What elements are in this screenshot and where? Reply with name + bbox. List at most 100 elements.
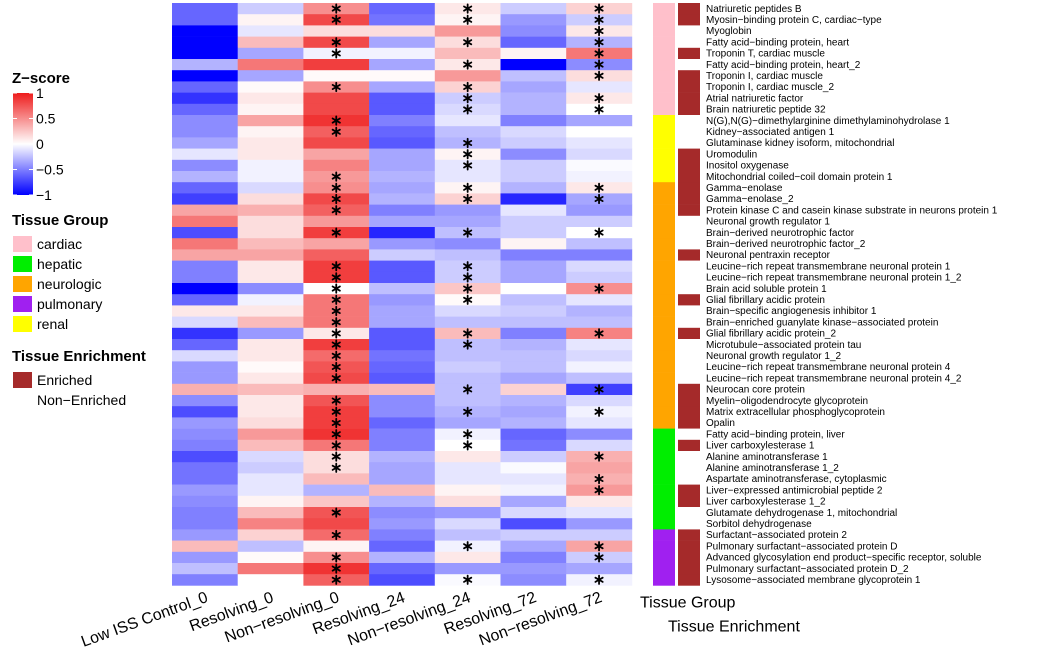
heatmap-cell [566, 215, 633, 228]
heatmap-cell [566, 350, 633, 362]
tissue-enrichment-cell [678, 294, 700, 306]
row-label: Pulmonary surfactant−associated protein … [706, 541, 898, 552]
heatmap-cell [237, 227, 304, 239]
tissue-enrichment-cell [678, 507, 700, 519]
heatmap-cell [172, 439, 238, 452]
heatmap-cell [500, 462, 567, 474]
annotation-column-label: Tissue Enrichment [668, 618, 800, 635]
heatmap-cell [172, 339, 238, 351]
row-label: Neurocan core protein [706, 385, 805, 396]
heatmap-cell [172, 159, 238, 172]
heatmap-cell [500, 204, 567, 217]
significance-asterisk-icon [331, 361, 341, 373]
row-label: Brain acid soluble protein 1 [706, 284, 827, 295]
heatmap-cell [172, 59, 238, 71]
heatmap-cell [237, 372, 304, 385]
heatmap-cell [500, 25, 567, 37]
row-label: Alanine aminotransferase 1 [706, 452, 828, 463]
tissue-enrichment-cell [678, 238, 700, 250]
heatmap-cell [172, 529, 238, 541]
heatmap-cell [237, 406, 304, 418]
heatmap-cell [303, 103, 370, 116]
significance-asterisk-icon [463, 384, 473, 395]
heatmap-cell [172, 227, 238, 239]
heatmap-cell [500, 316, 567, 329]
heatmap-cell [172, 103, 238, 116]
heatmap-cell [172, 182, 238, 194]
tissue-enrichment-cell [678, 193, 700, 205]
significance-asterisk-icon [331, 294, 341, 305]
tissue-group-cell [653, 25, 675, 37]
significance-asterisk-icon [331, 552, 341, 563]
heatmap-cell [500, 551, 567, 564]
significance-asterisk-icon [331, 171, 341, 182]
significance-asterisk-icon [331, 193, 341, 205]
row-label: Neuronal growth regulator 1 [706, 217, 830, 228]
heatmap-cell [172, 70, 238, 82]
heatmap-cell [237, 428, 304, 441]
heatmap-cell [172, 350, 238, 362]
heatmap-cell [172, 540, 238, 553]
heatmap-cell [434, 563, 501, 575]
legend-label-enrichment: Non−Enriched [37, 392, 127, 408]
heatmap-cell [303, 383, 370, 396]
significance-asterisk-icon [331, 507, 341, 518]
heatmap-cell [303, 25, 370, 37]
significance-asterisk-icon [331, 283, 341, 294]
heatmap-cell [237, 59, 304, 71]
heatmap-cell [172, 574, 238, 586]
significance-asterisk-icon [331, 339, 341, 350]
heatmap-cell [369, 294, 436, 306]
heatmap-cell [500, 372, 567, 385]
heatmap-cell [237, 495, 304, 508]
significance-asterisk-icon [331, 563, 341, 574]
tissue-enrichment-cell [678, 47, 700, 60]
heatmap-cell [500, 395, 567, 407]
heatmap-cell [434, 372, 501, 385]
heatmap-cell [500, 249, 567, 261]
tissue-enrichment-cell [678, 159, 700, 172]
significance-asterisk-icon [463, 160, 473, 171]
heatmap-cell [237, 395, 304, 407]
heatmap-cell [369, 484, 436, 497]
legend-label-neurologic: neurologic [37, 276, 102, 292]
tissue-enrichment-cell [678, 495, 700, 508]
heatmap-cell [500, 563, 567, 575]
heatmap-cell [172, 327, 238, 340]
heatmap-cell [303, 495, 370, 508]
heatmap-cell [172, 238, 238, 250]
tissue-group-cell [653, 451, 675, 463]
heatmap-cell [303, 70, 370, 82]
row-label: Natriuretic peptides B [706, 4, 802, 15]
zscore-legend-title: Z−score [12, 70, 70, 87]
tissue-enrichment-cell [678, 406, 700, 418]
heatmap-cell [172, 316, 238, 329]
tissue-enrichment-cell [678, 350, 700, 362]
colorbar-tick-label: 1 [36, 85, 44, 101]
tissue-group-cell [653, 260, 675, 273]
row-label: Pulmonary surfactant−associated protein … [706, 564, 909, 575]
significance-asterisk-icon [331, 3, 341, 14]
significance-asterisk-icon [594, 227, 604, 238]
heatmap-cell [369, 383, 436, 396]
tissue-enrichment-cell [678, 383, 700, 396]
heatmap-cell [566, 529, 633, 541]
significance-asterisk-icon [331, 462, 341, 473]
heatmap-cell [172, 406, 238, 418]
heatmap-cell [237, 238, 304, 250]
heatmap-cell [500, 3, 567, 15]
heatmap-cell [566, 204, 633, 217]
heatmap-cell [566, 249, 633, 261]
tissue-enrichment-cell [678, 428, 700, 441]
row-label: Mitochondrial coiled−coil domain protein… [706, 172, 893, 183]
heatmap-cell [303, 148, 370, 161]
heatmap-cell [172, 551, 238, 564]
heatmap-cell [369, 361, 436, 373]
heatmap-cell [434, 249, 501, 261]
tissue-group-cell [653, 182, 675, 194]
row-label: Glial fibrillary acidic protein_2 [706, 329, 836, 340]
significance-asterisk-icon [463, 149, 473, 160]
heatmap-cell [500, 361, 567, 373]
heatmap-cell [369, 551, 436, 564]
tissue-group-cell [653, 137, 675, 149]
